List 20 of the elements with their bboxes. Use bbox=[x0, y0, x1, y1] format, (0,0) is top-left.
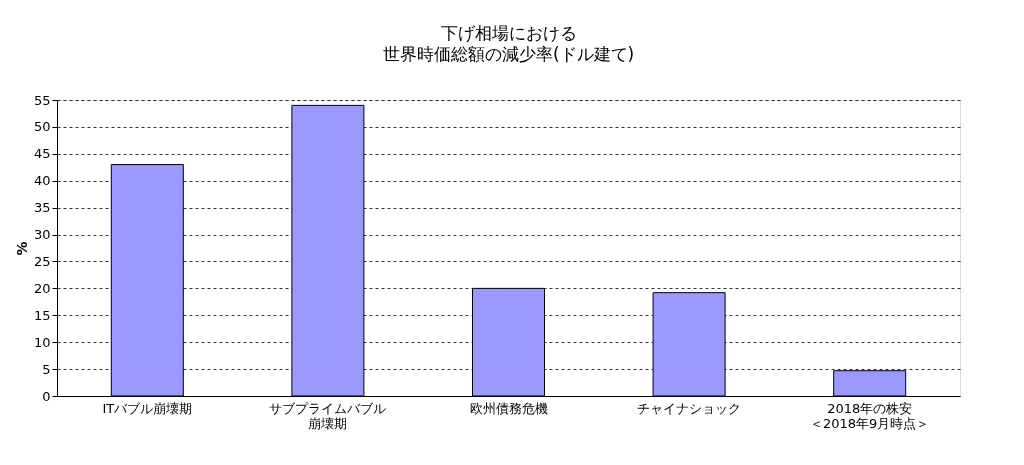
x-tick-label: チャイナショック bbox=[637, 400, 742, 416]
y-tick-label: 45 bbox=[33, 146, 51, 162]
y-tick-label: 50 bbox=[33, 119, 51, 135]
y-tick-label: 15 bbox=[33, 307, 51, 323]
y-tick-label: 10 bbox=[33, 334, 51, 350]
y-tick-label: 40 bbox=[33, 173, 51, 189]
y-tick-label: 55 bbox=[33, 92, 51, 108]
y-tick-label: 35 bbox=[33, 200, 51, 216]
chart-subtitle: 世界時価総額の減少率(ドル建て) bbox=[382, 44, 635, 64]
y-tick-label: 0 bbox=[42, 388, 51, 404]
y-tick-label: 25 bbox=[33, 253, 51, 269]
x-tick-label: ITバブル崩壊期 bbox=[102, 400, 193, 416]
x-tick-label: サブプライムバブル崩壊期 bbox=[269, 400, 387, 431]
x-tick-label: 欧州債務危機 bbox=[469, 400, 548, 416]
y-tick-label: 20 bbox=[33, 280, 51, 296]
y-tick-label: 30 bbox=[33, 227, 51, 243]
chart-title: 下げ相場における bbox=[440, 23, 577, 43]
y-axis-title: % bbox=[13, 241, 30, 256]
x-tick-label: 2018年の株安＜2018年9月時点＞ bbox=[810, 400, 930, 431]
y-tick-label: 5 bbox=[42, 361, 51, 377]
